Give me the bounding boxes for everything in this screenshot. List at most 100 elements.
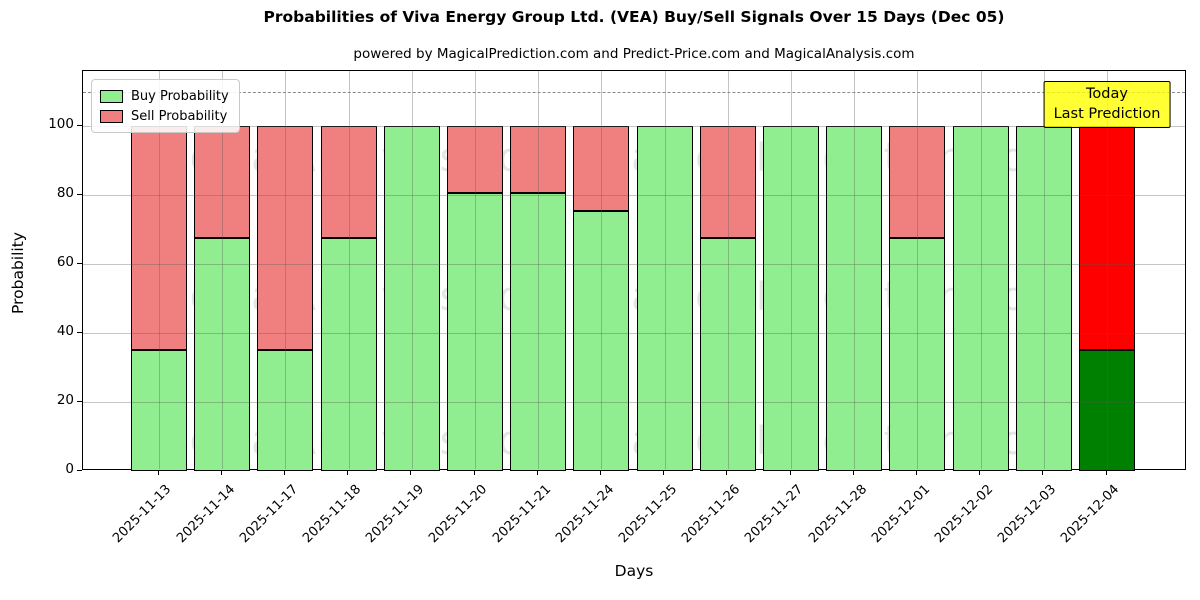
x-tick-label: 2025-11-26 bbox=[679, 482, 744, 547]
bar-segment-buy bbox=[763, 126, 819, 471]
vertical-gridline bbox=[980, 71, 982, 469]
bar-segment-sell bbox=[257, 126, 314, 351]
y-tick-label: 40 bbox=[56, 323, 74, 340]
horizontal-gridline bbox=[83, 402, 1185, 404]
bar-segment-buy bbox=[194, 238, 251, 471]
x-tick-mark bbox=[347, 470, 349, 475]
vertical-gridline bbox=[222, 71, 224, 469]
vertical-gridline bbox=[159, 71, 160, 469]
sell-swatch-icon bbox=[100, 109, 123, 123]
x-tick-label: 2025-12-04 bbox=[1058, 482, 1123, 547]
y-axis-title: Probability bbox=[9, 232, 27, 314]
x-tick-label: 2025-11-20 bbox=[426, 482, 491, 547]
x-tick-label: 2025-12-03 bbox=[995, 482, 1060, 547]
x-tick-label: 2025-11-18 bbox=[300, 482, 365, 547]
x-tick-label: 2025-11-28 bbox=[805, 482, 870, 547]
bar-segment-buy bbox=[320, 238, 377, 471]
annotation-line2: Last Prediction bbox=[1053, 106, 1161, 123]
bar-segment-buy bbox=[952, 126, 1009, 471]
bar-segment-buy bbox=[889, 238, 946, 471]
horizontal-gridline bbox=[83, 126, 1185, 128]
y-tick-label: 0 bbox=[65, 461, 74, 477]
vertical-gridline bbox=[601, 71, 603, 469]
y-tick-mark bbox=[77, 331, 82, 333]
bar-segment-sell bbox=[699, 126, 756, 239]
x-tick-label: 2025-11-13 bbox=[110, 482, 175, 547]
bar-segment-buy bbox=[1015, 126, 1072, 471]
x-tick-label: 2025-11-25 bbox=[616, 482, 681, 547]
bar-segment-buy bbox=[636, 126, 693, 471]
vertical-gridline bbox=[727, 71, 729, 469]
vertical-gridline bbox=[348, 71, 350, 469]
vertical-gridline bbox=[475, 71, 476, 469]
legend-item-sell: Sell Probability bbox=[100, 106, 229, 126]
legend: Buy Probability Sell Probability bbox=[91, 79, 240, 133]
x-tick-mark bbox=[663, 470, 665, 475]
y-tick-mark bbox=[77, 193, 82, 195]
x-tick-mark bbox=[1105, 470, 1107, 475]
x-tick-mark bbox=[473, 470, 475, 475]
vertical-gridline bbox=[285, 71, 287, 469]
bar-segment-buy bbox=[573, 210, 630, 471]
x-tick-mark bbox=[536, 470, 538, 475]
annotation-line1: Today bbox=[1086, 86, 1128, 102]
x-tick-mark bbox=[157, 470, 159, 475]
horizontal-gridline bbox=[83, 195, 1185, 197]
x-tick-mark bbox=[789, 470, 791, 475]
bar-segment-sell bbox=[1079, 126, 1135, 351]
bar-segment-buy bbox=[1079, 350, 1135, 471]
x-tick-mark bbox=[599, 470, 602, 475]
legend-item-buy: Buy Probability bbox=[100, 86, 229, 106]
x-tick-label: 2025-11-21 bbox=[489, 482, 554, 547]
x-tick-mark bbox=[979, 470, 981, 475]
x-tick-label: 2025-12-01 bbox=[868, 482, 934, 547]
vertical-gridline bbox=[854, 71, 856, 469]
plot-area: Buy Probability Sell Probability Today L… bbox=[82, 70, 1186, 471]
x-tick-label: 2025-11-17 bbox=[236, 482, 302, 547]
x-tick-label: 2025-11-19 bbox=[363, 482, 428, 547]
y-tick-label: 20 bbox=[56, 392, 74, 409]
vertical-gridline bbox=[411, 71, 413, 469]
bar-segment-sell bbox=[194, 126, 251, 239]
x-tick-mark bbox=[726, 470, 728, 475]
vertical-gridline bbox=[538, 71, 540, 469]
y-tick-mark bbox=[77, 124, 82, 126]
x-axis-title: Days bbox=[614, 562, 654, 580]
y-tick-label: 80 bbox=[56, 185, 74, 202]
horizontal-gridline bbox=[83, 264, 1185, 266]
vertical-gridline bbox=[791, 71, 792, 469]
x-tick-label: 2025-11-24 bbox=[552, 482, 618, 547]
bar-segment-buy bbox=[131, 350, 187, 471]
vertical-gridline bbox=[917, 71, 919, 469]
buy-swatch-icon bbox=[100, 89, 123, 103]
x-tick-mark bbox=[852, 470, 854, 475]
upper-dashed-gridline bbox=[83, 91, 1185, 93]
bar-segment-sell bbox=[447, 126, 503, 194]
bar-segment-sell bbox=[573, 126, 630, 211]
y-tick-label: 60 bbox=[56, 254, 74, 271]
vertical-gridline bbox=[1107, 71, 1108, 469]
bar-segment-sell bbox=[889, 126, 946, 239]
bar-segment-sell bbox=[131, 126, 187, 351]
today-annotation: Today Last Prediction bbox=[1043, 81, 1171, 128]
bar-segment-buy bbox=[510, 193, 567, 471]
x-tick-mark bbox=[915, 470, 918, 475]
chart-subtitle: powered by MagicalPrediction.com and Pre… bbox=[353, 46, 915, 62]
y-tick-label: 100 bbox=[48, 116, 74, 133]
x-tick-label: 2025-11-27 bbox=[742, 482, 807, 547]
y-tick-mark bbox=[77, 262, 82, 264]
y-tick-mark bbox=[77, 469, 82, 471]
horizontal-gridline bbox=[83, 333, 1185, 335]
bar-segment-buy bbox=[699, 238, 756, 471]
bar-segment-buy bbox=[826, 126, 883, 471]
chart-title: Probabilities of Viva Energy Group Ltd. … bbox=[263, 8, 1005, 26]
vertical-gridline bbox=[664, 71, 666, 469]
x-tick-mark bbox=[410, 470, 412, 475]
x-tick-mark bbox=[1042, 470, 1044, 475]
bar-segment-buy bbox=[383, 126, 440, 471]
bar-segment-sell bbox=[320, 126, 377, 239]
legend-label-buy: Buy Probability bbox=[131, 88, 229, 104]
bar-segment-buy bbox=[447, 193, 503, 471]
legend-label-sell: Sell Probability bbox=[131, 108, 228, 124]
